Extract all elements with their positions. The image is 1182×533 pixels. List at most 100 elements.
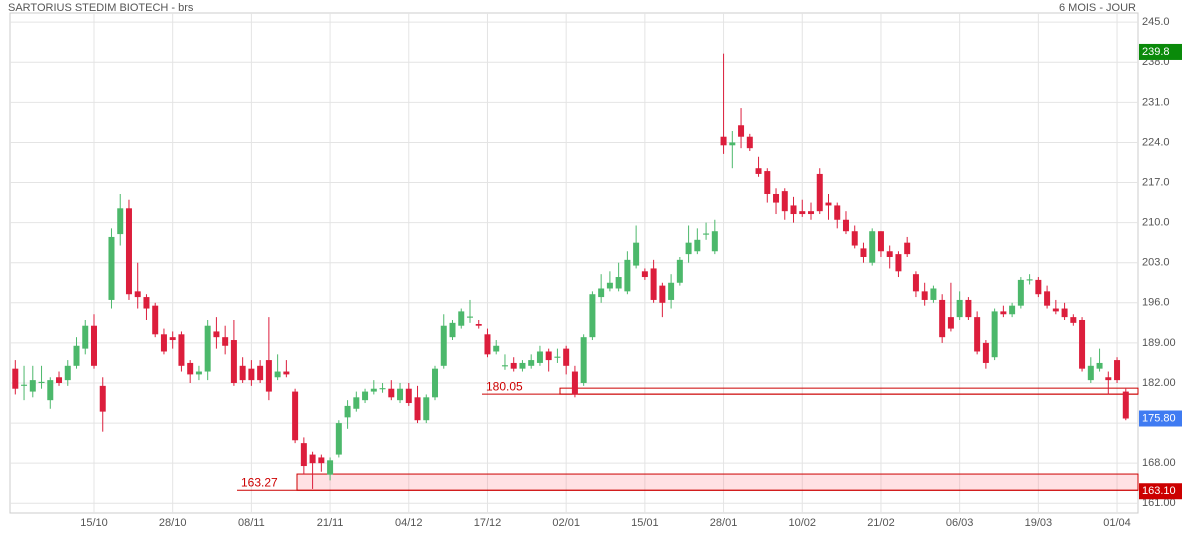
candle-body bbox=[1114, 360, 1121, 381]
candle-body bbox=[860, 248, 867, 257]
candle-body bbox=[904, 242, 911, 255]
candle-body bbox=[125, 208, 132, 295]
x-tick-label: 06/03 bbox=[946, 517, 974, 529]
candle-body bbox=[580, 337, 587, 383]
x-tick-label: 15/01 bbox=[631, 517, 659, 529]
price-tag-label: 163.10 bbox=[1142, 485, 1176, 497]
x-tick-label: 10/02 bbox=[788, 517, 816, 529]
candle-body bbox=[90, 325, 97, 366]
candle-body bbox=[729, 142, 736, 146]
candle-body bbox=[362, 391, 369, 401]
candle-body bbox=[1105, 377, 1112, 381]
candle-body bbox=[965, 299, 972, 318]
candle-body bbox=[38, 381, 45, 383]
candle-body bbox=[519, 362, 526, 369]
candle-body bbox=[414, 397, 421, 421]
candle-body bbox=[606, 282, 613, 289]
candle-body bbox=[790, 205, 797, 215]
candle-body bbox=[1017, 279, 1024, 306]
candle-body bbox=[956, 299, 963, 318]
candle-body bbox=[501, 365, 508, 367]
candle-body bbox=[379, 388, 386, 390]
y-tick-label: 224.0 bbox=[1142, 136, 1170, 148]
candle-body bbox=[300, 443, 307, 467]
candle-body bbox=[327, 460, 334, 475]
x-tick-label: 08/11 bbox=[238, 517, 265, 529]
candle-body bbox=[1096, 362, 1103, 369]
candle-body bbox=[615, 277, 622, 289]
candle-body bbox=[292, 391, 299, 441]
price-tag bbox=[1139, 483, 1182, 500]
candle-body bbox=[1079, 319, 1086, 369]
candle-body bbox=[29, 380, 36, 392]
candle-body bbox=[912, 274, 919, 292]
y-tick-label: 210.0 bbox=[1142, 217, 1170, 229]
candle-body bbox=[99, 385, 106, 412]
candle-body bbox=[257, 365, 264, 381]
candle-body bbox=[134, 291, 141, 298]
candle-body bbox=[432, 368, 439, 398]
candle-body bbox=[1070, 317, 1077, 323]
y-tick-label: 189.00 bbox=[1142, 337, 1176, 349]
x-tick-label: 28/01 bbox=[710, 517, 738, 529]
candle-body bbox=[405, 388, 412, 404]
candle-body bbox=[82, 325, 89, 349]
candle-body bbox=[475, 323, 482, 326]
candle-body bbox=[571, 371, 578, 395]
candle-body bbox=[1044, 291, 1051, 306]
support-label: 180.05 bbox=[486, 379, 523, 393]
candle-body bbox=[886, 251, 893, 257]
candle-body bbox=[703, 233, 710, 235]
candle-body bbox=[781, 191, 788, 212]
candle-body bbox=[755, 168, 762, 174]
y-tick-label: 217.0 bbox=[1142, 176, 1170, 188]
support-zone bbox=[559, 387, 1139, 395]
candle-body bbox=[178, 334, 185, 366]
candle-body bbox=[1000, 311, 1007, 315]
candle-body bbox=[388, 388, 395, 398]
candle-body bbox=[1026, 279, 1033, 281]
x-tick-label: 21/11 bbox=[317, 517, 344, 529]
candle-body bbox=[947, 317, 954, 329]
candle-body bbox=[930, 288, 937, 300]
candle-body bbox=[423, 397, 430, 421]
candle-body bbox=[56, 377, 63, 383]
x-tick-label: 04/12 bbox=[395, 517, 423, 529]
y-tick-label: 196.0 bbox=[1142, 297, 1170, 309]
candle-body bbox=[825, 202, 832, 206]
candle-body bbox=[493, 345, 500, 352]
candle-body bbox=[1122, 391, 1129, 419]
candle-body bbox=[152, 305, 159, 335]
candle-body bbox=[64, 365, 71, 381]
candle-body bbox=[694, 239, 701, 252]
candle-body bbox=[230, 340, 237, 383]
x-tick-label: 19/03 bbox=[1025, 517, 1053, 529]
candle-body bbox=[117, 208, 124, 235]
candle-body bbox=[1061, 308, 1068, 318]
candle-body bbox=[554, 356, 561, 358]
candle-body bbox=[877, 231, 884, 252]
price-tag bbox=[1139, 43, 1182, 60]
candle-body bbox=[650, 268, 657, 300]
support-zone bbox=[296, 473, 1139, 491]
candle-body bbox=[589, 294, 596, 338]
candle-body bbox=[239, 365, 246, 381]
candle-body bbox=[816, 173, 823, 212]
x-tick-label: 21/02 bbox=[867, 517, 895, 529]
candle-body bbox=[309, 454, 316, 464]
candle-body bbox=[274, 371, 281, 378]
chart-subtitle: 6 MOIS - JOUR bbox=[1059, 2, 1136, 14]
candle-body bbox=[160, 334, 167, 352]
candle-body bbox=[195, 371, 202, 375]
x-tick-label: 02/01 bbox=[552, 517, 580, 529]
chart-title: SARTORIUS STEDIM BIOTECH - brs bbox=[8, 2, 194, 14]
candle-body bbox=[808, 211, 815, 215]
candle-body bbox=[921, 291, 928, 300]
candle-body bbox=[668, 282, 675, 300]
candle-body bbox=[536, 351, 543, 363]
y-tick-label: 182.00 bbox=[1142, 377, 1176, 389]
x-tick-label: 01/04 bbox=[1103, 517, 1131, 529]
candle-body bbox=[222, 337, 229, 346]
candle-body bbox=[248, 368, 255, 381]
y-tick-label: 203.0 bbox=[1142, 257, 1170, 269]
